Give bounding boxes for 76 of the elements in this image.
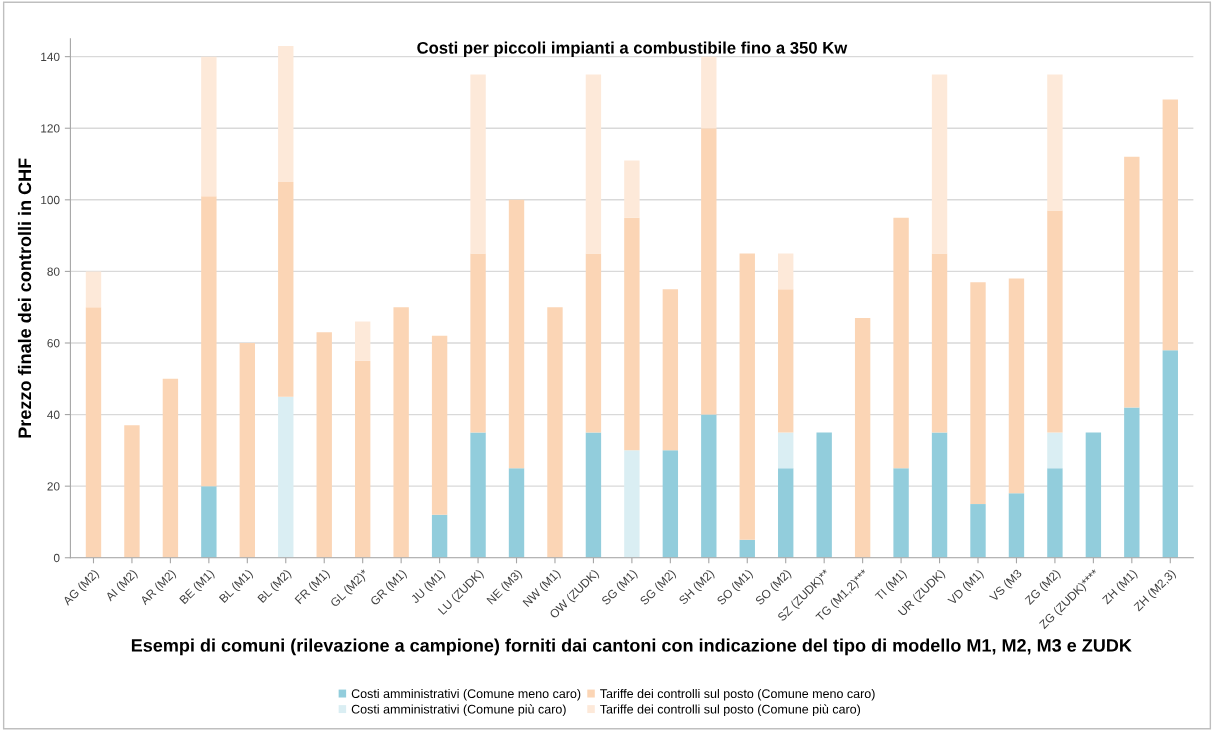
x-axis-title: Esempi di comuni (rilevazione a campione) forniti dai cantoni con indicazione del tipo di modello M1, M2, M3 e ZUDK: [131, 638, 1132, 656]
chart-title: Costi per piccoli impianti a combustibile fino a 350 Kw: [417, 41, 848, 58]
legend-label: Tariffe dei controlli sul posto (Comune più caro): [600, 704, 861, 717]
bar: [701, 128, 717, 415]
bar: [1047, 432, 1063, 469]
bar: [816, 432, 832, 558]
bar: [970, 504, 986, 558]
legend-label: Tariffe dei controlli sul posto (Comune meno caro): [600, 688, 875, 701]
x-tick-label: VS (M3: [988, 568, 1024, 604]
legend-label: Costi amministrativi (Comune più caro): [351, 704, 566, 717]
y-tick-label: 140: [41, 52, 60, 62]
bar: [201, 486, 217, 558]
bar: [355, 321, 371, 361]
bar: [778, 432, 794, 469]
y-tick-label: 100: [41, 195, 60, 205]
bar: [470, 432, 486, 558]
bar: [355, 360, 371, 558]
y-tick-label: 0: [53, 553, 60, 563]
bar: [624, 450, 640, 558]
bar: [393, 307, 409, 558]
bar: [278, 45, 294, 182]
bar: [854, 317, 871, 558]
bar: [1047, 210, 1063, 433]
bar: [624, 217, 640, 451]
bar: [931, 432, 948, 558]
bar: [778, 289, 794, 433]
bar: [701, 56, 717, 129]
bar: [624, 160, 640, 218]
bar: [278, 396, 294, 558]
y-tick-label: 40: [47, 410, 60, 419]
bar: [85, 307, 102, 558]
bar: [239, 342, 256, 558]
bar: [470, 74, 486, 254]
bar: [431, 335, 448, 515]
bar: [585, 74, 602, 254]
bar: [1162, 99, 1178, 351]
bar: [162, 378, 179, 558]
bar: [585, 432, 602, 558]
bar: [931, 74, 948, 254]
bar: [508, 199, 525, 469]
bar: [431, 514, 448, 558]
bar: [124, 425, 140, 558]
bar: [739, 539, 755, 558]
bar: [1008, 493, 1025, 558]
bar: [701, 414, 717, 558]
bar: [1047, 468, 1063, 558]
bar: [1008, 278, 1025, 494]
y-tick-label: 120: [41, 124, 60, 133]
bar: [278, 181, 294, 397]
bar: [547, 307, 563, 558]
y-tick-label: 20: [47, 482, 60, 491]
bar: [893, 217, 909, 469]
bar: [893, 468, 909, 558]
bar: [316, 332, 332, 558]
bar: [585, 253, 602, 433]
bar: [739, 253, 755, 540]
bar: [662, 289, 679, 451]
bar: [201, 196, 217, 487]
bar: [662, 450, 679, 558]
bar: [1085, 432, 1102, 558]
y-tick-label: 80: [47, 267, 60, 276]
bar: [970, 282, 986, 505]
bar: [470, 253, 486, 433]
bar: [85, 271, 102, 308]
bar: [201, 56, 217, 197]
legend-label: Costi amministrativi (Comune meno caro): [351, 688, 581, 701]
bar: [1162, 350, 1178, 558]
bar: [931, 253, 948, 433]
bar: [1124, 156, 1140, 408]
y-tick-label: 60: [47, 339, 60, 348]
bar: [1124, 407, 1140, 558]
bar: [508, 468, 525, 558]
bar: [778, 468, 794, 558]
y-axis-title: Prezzo finale dei controlli in CHF: [17, 158, 32, 438]
bar: [778, 253, 794, 290]
bar: [1047, 74, 1063, 211]
